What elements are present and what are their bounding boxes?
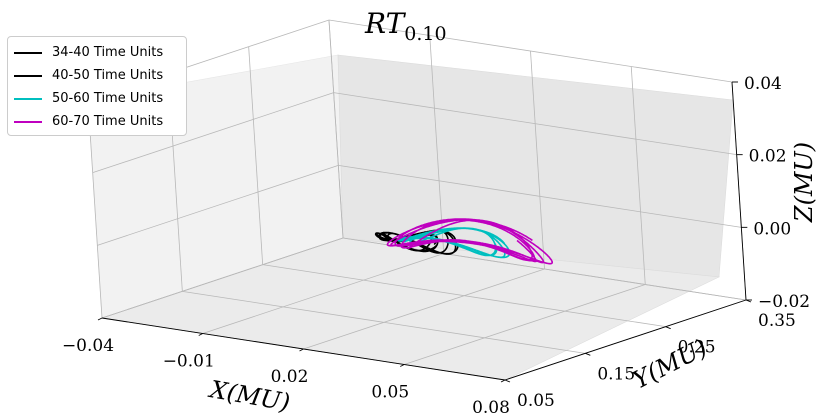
z-gridline bbox=[338, 164, 742, 228]
x-gridline bbox=[202, 253, 444, 334]
legend-label: 50-60 Time Units bbox=[52, 91, 164, 106]
legend-label: 34-40 Time Units bbox=[52, 45, 164, 60]
y-tick-mark bbox=[585, 352, 591, 356]
legend-entry: 34-40 Time Units bbox=[14, 41, 180, 64]
legend: 34-40 Time Units 40-50 Time Units 50-60 Ti… bbox=[7, 36, 187, 136]
y-axis-line bbox=[504, 299, 747, 381]
x-tick-mark bbox=[97, 317, 103, 321]
y-gridline bbox=[328, 19, 344, 239]
axes-lines bbox=[97, 81, 752, 383]
x-tick-mark bbox=[198, 333, 203, 336]
z-gridline bbox=[333, 92, 737, 156]
y-tick-mark bbox=[665, 326, 671, 330]
legend-label: 40-50 Time Units bbox=[52, 68, 164, 83]
legend-swatch bbox=[14, 97, 42, 100]
legend-swatch bbox=[14, 120, 42, 123]
y-gridline bbox=[248, 46, 264, 265]
x-gridline bbox=[429, 35, 445, 254]
series-line-4 bbox=[386, 218, 554, 265]
x-gridline bbox=[530, 50, 545, 270]
x-gridline bbox=[404, 284, 646, 365]
grid-lines bbox=[87, 19, 747, 381]
x-tick-label: −0.04 bbox=[62, 336, 114, 356]
x-tick-mark bbox=[500, 379, 506, 383]
series-group bbox=[374, 218, 554, 265]
y-tick-mark bbox=[504, 379, 511, 383]
legend-entry: 50-60 Time Units bbox=[14, 87, 180, 110]
z-axis-label: Z(MU) bbox=[790, 142, 818, 223]
y-tick-label: 0.35 bbox=[758, 311, 796, 331]
z-gridline bbox=[101, 237, 344, 319]
z-tick-label: 0.02 bbox=[749, 147, 787, 167]
legend-entry: 60-70 Time Units bbox=[14, 110, 180, 133]
legend-label: 60-70 Time Units bbox=[52, 114, 164, 129]
x-tick-mark bbox=[299, 348, 304, 352]
z-gridline bbox=[328, 19, 733, 83]
x-tick-label: −0.01 bbox=[163, 352, 215, 372]
z-axis-line bbox=[731, 81, 747, 301]
y-tick-label: 0.25 bbox=[678, 338, 716, 358]
x-tick-label: 0.05 bbox=[371, 383, 409, 403]
y-tick-label: 0.15 bbox=[597, 364, 635, 384]
x-tick-label: 0.08 bbox=[472, 398, 510, 415]
x-tick-mark bbox=[400, 364, 405, 367]
legend-swatch bbox=[14, 74, 42, 77]
z-tick-label: 0.00 bbox=[753, 219, 791, 239]
z-tick-label: −0.02 bbox=[758, 292, 810, 312]
x-tick-label: 0.02 bbox=[271, 367, 309, 387]
y-gridline bbox=[87, 99, 103, 319]
series-line-2 bbox=[378, 229, 459, 255]
z-tick-label: 0.04 bbox=[744, 74, 782, 94]
legend-swatch bbox=[14, 51, 42, 54]
y-tick-label: 0.05 bbox=[517, 391, 555, 411]
legend-entry: 40-50 Time Units bbox=[14, 64, 180, 87]
tick-labels: −0.04 −0.01 0.02 0.05 0.08 0.05 0.15 0.25 0.35−0… bbox=[62, 74, 810, 415]
y-gridline bbox=[182, 290, 586, 354]
x-gridline bbox=[630, 66, 646, 285]
y-axis-label: Y(MU) bbox=[628, 334, 711, 395]
chart-title: RT0.10 bbox=[364, 7, 447, 45]
y-gridline bbox=[262, 264, 666, 328]
x-gridline bbox=[303, 268, 545, 350]
z-gridline bbox=[92, 92, 334, 174]
z-gridline bbox=[97, 164, 339, 246]
